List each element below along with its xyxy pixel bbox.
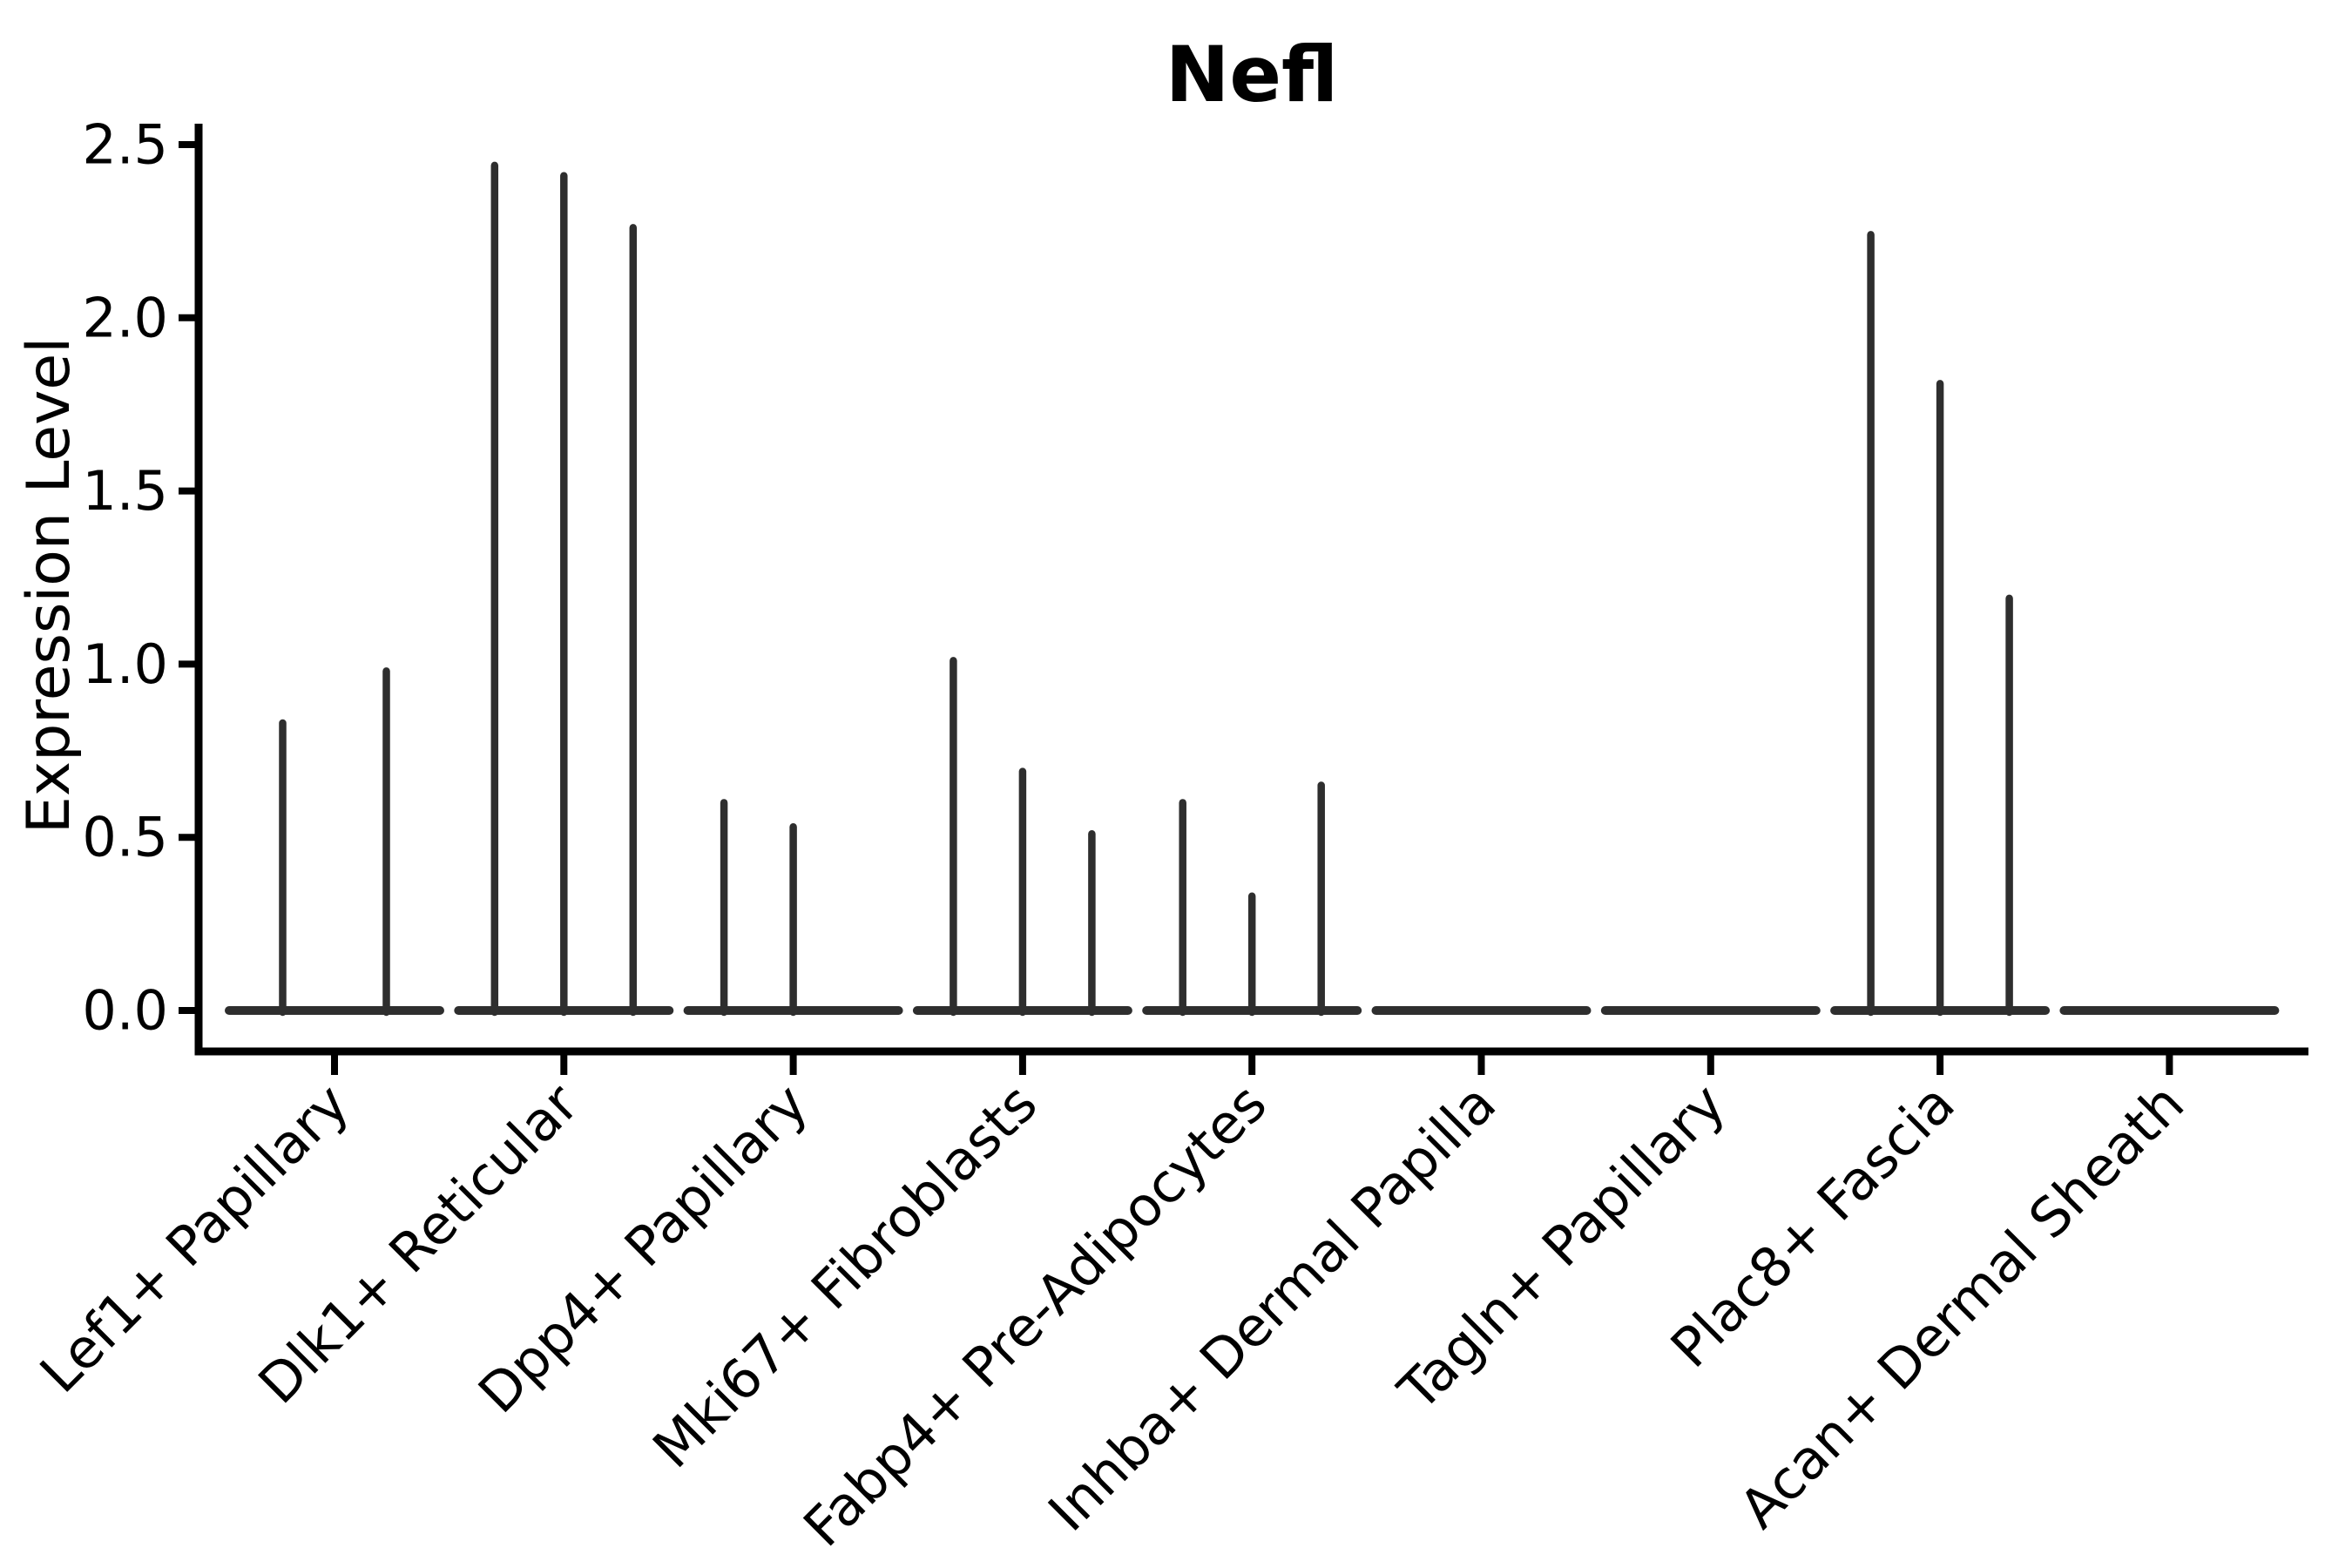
axes-spine [194,124,2308,1056]
x-tick-label: Mki67+ Fibroblasts [640,1071,1049,1480]
y-tick-label: 2.5 [82,113,168,177]
x-tick-label: Inhba+ Dermal Papilla [1036,1071,1508,1544]
x-tick-label: Fabp4+ Pre-Adipocytes [791,1071,1278,1558]
y-tick-label: 0.0 [82,979,168,1043]
chart-title: Nefl [1165,30,1339,119]
y-tick-label: 1.5 [82,459,168,523]
y-tick-label: 1.0 [82,632,168,696]
x-tick-label: Acan+ Dermal Sheath [1727,1071,2196,1540]
y-tick-label: 2.0 [82,286,168,349]
y-tick-label: 0.5 [82,806,168,869]
